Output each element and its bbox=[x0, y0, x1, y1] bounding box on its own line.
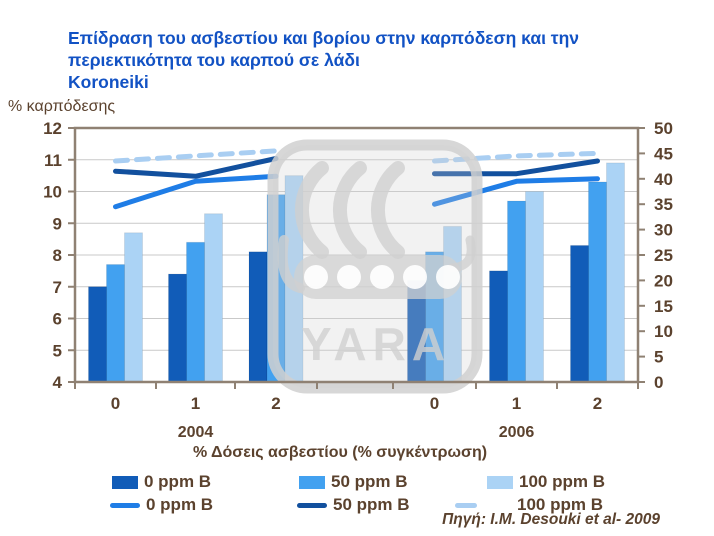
svg-text:10: 10 bbox=[43, 183, 62, 202]
y-left-axis-label: % καρπόδεσης bbox=[8, 98, 116, 115]
legend-item-bar-100ppm: 100 ppm B bbox=[487, 472, 605, 491]
legend-label-bar-0ppm: 0 ppm B bbox=[144, 472, 212, 491]
source-citation: Πηγή: I.M. Desouki et al- 2009 bbox=[442, 511, 660, 528]
svg-text:9: 9 bbox=[53, 214, 62, 233]
legend-swatch-bar-100ppm-icon bbox=[487, 475, 513, 489]
svg-text:2004: 2004 bbox=[178, 424, 214, 441]
legend-label-line-0ppm: 0 ppm B bbox=[146, 495, 214, 514]
legend-label-line-50ppm: 50 ppm B bbox=[333, 495, 410, 514]
svg-text:7: 7 bbox=[53, 278, 62, 297]
svg-text:4: 4 bbox=[53, 373, 63, 392]
svg-text:5: 5 bbox=[654, 348, 663, 367]
bar-2006-dose2-50ppmB bbox=[588, 181, 607, 383]
axis-frame bbox=[68, 126, 645, 389]
svg-text:50: 50 bbox=[654, 119, 673, 138]
svg-text:2006: 2006 bbox=[499, 424, 535, 441]
svg-text:% Δόσεις ασβεστίου (% συγκέντ: % Δόσεις ασβεστίου (% συγκέντρωση) bbox=[193, 444, 487, 461]
bar-2004-dose0-0ppmB bbox=[88, 286, 107, 383]
bar-2006-dose2-100ppmB bbox=[606, 162, 625, 383]
svg-text:25: 25 bbox=[654, 246, 673, 265]
trend-lines bbox=[113, 148, 600, 210]
legend-label-line-100ppm: 100 ppm B bbox=[517, 495, 603, 514]
legend-item-line-0ppm: 0 ppm B bbox=[110, 495, 214, 514]
bar-2006-dose2-0ppmB bbox=[570, 244, 589, 383]
bar-2004-dose0-50ppmB bbox=[106, 264, 125, 383]
svg-text:20: 20 bbox=[654, 271, 673, 290]
line-2004-50ppmB bbox=[113, 156, 279, 179]
svg-text:1: 1 bbox=[512, 394, 521, 413]
watermark-text: YARA bbox=[301, 318, 451, 370]
legend-item-bar-50ppm: 50 ppm B bbox=[299, 472, 408, 491]
legend-item-line-50ppm: 50 ppm B bbox=[297, 495, 410, 514]
bar-2006-dose1-0ppmB bbox=[489, 270, 508, 383]
svg-text:15: 15 bbox=[654, 297, 673, 316]
bar-2004-dose1-0ppmB bbox=[168, 273, 187, 383]
svg-text:0: 0 bbox=[654, 373, 663, 392]
line-2006-50ppmB bbox=[432, 158, 600, 177]
line-2004-0ppmB bbox=[113, 173, 279, 210]
line-2006-0ppmB bbox=[432, 176, 600, 207]
legend-swatch-bar-50ppm-icon bbox=[299, 475, 325, 489]
bar-2004-dose2-0ppmB bbox=[248, 251, 268, 383]
legend-line-100ppm-icon bbox=[455, 502, 477, 508]
svg-text:6: 6 bbox=[53, 310, 62, 329]
bar-2006-dose1-50ppmB bbox=[507, 200, 526, 383]
bar-2004-dose1-50ppmB bbox=[186, 241, 205, 383]
legend-line-50ppm-icon bbox=[297, 502, 327, 508]
svg-text:8: 8 bbox=[53, 246, 62, 265]
chart-title-line2: περιεκτικότητα του καρπού σε λάδι bbox=[68, 50, 360, 71]
svg-text:5: 5 bbox=[53, 341, 62, 360]
svg-text:0: 0 bbox=[430, 394, 439, 413]
svg-text:11: 11 bbox=[44, 151, 62, 170]
svg-text:2: 2 bbox=[271, 394, 280, 413]
svg-text:45: 45 bbox=[654, 144, 673, 163]
legend-label-bar-50ppm: 50 ppm B bbox=[331, 472, 408, 491]
svg-text:2: 2 bbox=[593, 394, 602, 413]
legend-label-bar-100ppm: 100 ppm B bbox=[519, 472, 605, 491]
svg-text:30: 30 bbox=[654, 221, 673, 240]
legend-item-bar-0ppm: 0 ppm B bbox=[112, 472, 212, 491]
bar-2004-dose0-100ppmB bbox=[124, 232, 143, 383]
legend-item-line-100ppm: 100 ppm B bbox=[455, 495, 603, 514]
bar-2004-dose1-100ppmB bbox=[204, 213, 223, 383]
chart-title: Επίδραση του ασβεστίου και βορίου στην κ… bbox=[68, 27, 653, 94]
watermark-logo: YARA bbox=[267, 139, 483, 394]
svg-text:12: 12 bbox=[43, 119, 62, 138]
line-2004-100ppmB bbox=[113, 148, 279, 164]
bar-2006-dose1-100ppmB bbox=[525, 191, 544, 383]
chart-subtitle: Koroneiki bbox=[68, 72, 149, 93]
chart-title-line1: Επίδραση του ασβεστίου και βορίου στην κ… bbox=[68, 28, 580, 48]
svg-text:1: 1 bbox=[191, 394, 200, 413]
svg-text:10: 10 bbox=[654, 322, 673, 341]
legend-swatch-bar-0ppm-icon bbox=[112, 475, 138, 489]
legend-line-0ppm-icon bbox=[110, 502, 140, 508]
svg-text:0: 0 bbox=[111, 394, 120, 413]
svg-text:40: 40 bbox=[654, 170, 673, 189]
line-2006-100ppmB bbox=[432, 150, 600, 164]
svg-text:35: 35 bbox=[654, 195, 673, 214]
